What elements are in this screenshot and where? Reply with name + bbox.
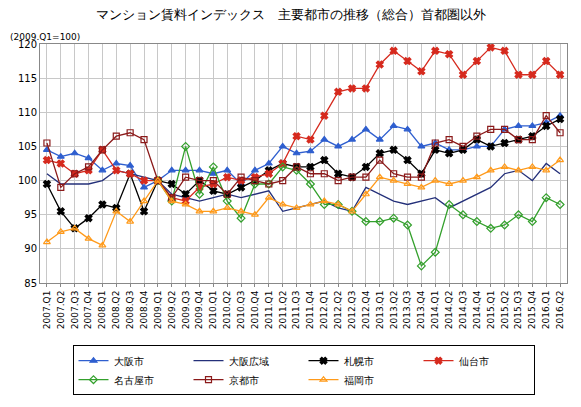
svg-text:2009.Q1: 2009.Q1 [153,291,163,330]
svg-text:2008.Q4: 2008.Q4 [139,290,149,329]
svg-text:2008.Q3: 2008.Q3 [125,291,135,330]
svg-text:2013.Q1: 2013.Q1 [375,291,385,330]
svg-text:大阪広域: 大阪広域 [229,356,269,367]
svg-text:2012.Q1: 2012.Q1 [319,291,329,330]
svg-text:2010.Q2: 2010.Q2 [222,291,232,330]
svg-text:2015.Q3: 2015.Q3 [513,291,523,330]
svg-text:2012.Q3: 2012.Q3 [347,291,357,330]
svg-text:2011.Q2: 2011.Q2 [278,291,288,330]
svg-text:2011.Q4: 2011.Q4 [305,290,315,329]
svg-text:2014.Q2: 2014.Q2 [444,291,454,330]
svg-text:2009.Q2: 2009.Q2 [167,291,177,330]
svg-text:100: 100 [18,175,37,186]
svg-text:2011.Q3: 2011.Q3 [291,291,301,330]
svg-text:2016.Q2: 2016.Q2 [555,291,565,330]
svg-text:2009.Q3: 2009.Q3 [181,291,191,330]
svg-text:2008.Q2: 2008.Q2 [111,291,121,330]
svg-text:札幌市: 札幌市 [344,356,374,367]
svg-text:京都市: 京都市 [229,375,259,386]
svg-text:福岡市: 福岡市 [344,375,374,386]
svg-text:2013.Q3: 2013.Q3 [402,291,412,330]
svg-text:2010.Q1: 2010.Q1 [208,291,218,330]
svg-text:2007.Q1: 2007.Q1 [42,291,52,330]
svg-text:2015.Q2: 2015.Q2 [500,291,510,330]
svg-text:2007.Q4: 2007.Q4 [83,290,93,329]
svg-text:2015.Q4: 2015.Q4 [527,290,537,329]
svg-text:2014.Q4: 2014.Q4 [472,290,482,329]
svg-text:95: 95 [24,209,37,220]
svg-text:2016.Q1: 2016.Q1 [541,291,551,330]
svg-text:マンション賃料インデックス 主要都市の推移（総合）首都圏以外: マンション賃料インデックス 主要都市の推移（総合）首都圏以外 [96,7,486,22]
svg-text:90: 90 [24,243,37,254]
svg-text:2008.Q1: 2008.Q1 [97,291,107,330]
svg-text:110: 110 [18,107,37,118]
svg-text:2010.Q3: 2010.Q3 [236,291,246,330]
svg-text:2015.Q1: 2015.Q1 [486,291,496,330]
svg-text:2009.Q4: 2009.Q4 [194,290,204,329]
svg-text:2012.Q2: 2012.Q2 [333,291,343,330]
svg-text:(2009.Q1=100): (2009.Q1=100) [10,32,80,42]
svg-text:大阪市: 大阪市 [114,356,144,367]
svg-text:2014.Q1: 2014.Q1 [430,291,440,330]
svg-text:85: 85 [24,278,37,289]
svg-text:2013.Q4: 2013.Q4 [416,290,426,329]
svg-text:名古屋市: 名古屋市 [114,375,154,386]
svg-text:2010.Q4: 2010.Q4 [250,290,260,329]
svg-text:2007.Q3: 2007.Q3 [70,291,80,330]
svg-text:115: 115 [18,73,37,84]
svg-text:2014.Q3: 2014.Q3 [458,291,468,330]
svg-text:2013.Q2: 2013.Q2 [389,291,399,330]
svg-text:仙台市: 仙台市 [459,356,489,367]
svg-text:2011.Q1: 2011.Q1 [264,291,274,330]
svg-text:2012.Q4: 2012.Q4 [361,290,371,329]
svg-text:105: 105 [18,141,37,152]
svg-text:120: 120 [18,39,37,50]
svg-text:2007.Q2: 2007.Q2 [56,291,66,330]
